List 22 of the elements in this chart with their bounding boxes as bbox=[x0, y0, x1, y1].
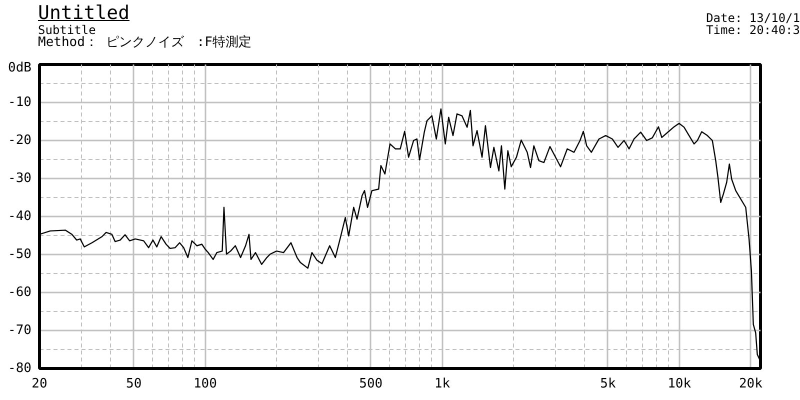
x-tick-label: 10k bbox=[668, 376, 692, 392]
y-tick-label: -80 bbox=[8, 361, 32, 376]
y-tick-label: -10 bbox=[8, 95, 32, 110]
x-tick-label: 5k bbox=[600, 376, 616, 392]
y-tick-label: -50 bbox=[8, 247, 32, 262]
text: Date: 13/10/1 bbox=[706, 11, 800, 25]
x-tick-label: 20 bbox=[32, 376, 48, 392]
chart-title: Untitled bbox=[38, 2, 131, 24]
y-tick-label: -30 bbox=[8, 171, 32, 186]
chart-subtitle: Subtitle bbox=[38, 23, 97, 37]
x-tick-label: 100 bbox=[193, 376, 217, 392]
x-tick-label: 50 bbox=[126, 376, 142, 392]
text: Time: 20:40:3 bbox=[706, 23, 800, 37]
x-tick-label: 20k bbox=[738, 376, 763, 392]
x-tick-label: 500 bbox=[359, 376, 383, 392]
y-tick-label: -20 bbox=[8, 133, 32, 148]
y-tick-label: -60 bbox=[8, 285, 32, 300]
y-tick-label: -40 bbox=[8, 209, 32, 224]
y-tick-label: 0dB bbox=[8, 60, 32, 76]
text: Method： ピンクノイズ :F特測定 bbox=[38, 35, 252, 50]
y-tick-label: -70 bbox=[8, 323, 32, 338]
x-tick-label: 1k bbox=[434, 376, 450, 392]
